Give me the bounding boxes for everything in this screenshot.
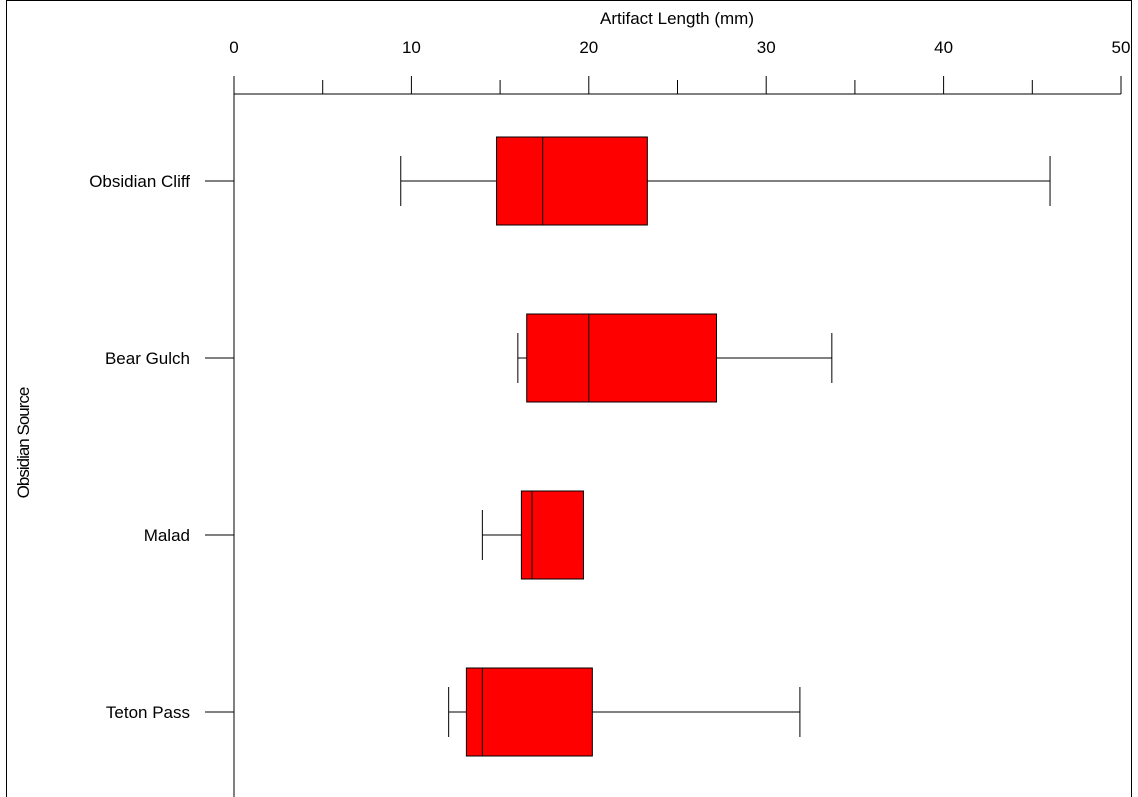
iqr-box [526,313,718,403]
x-tick-label: 50 [1112,38,1131,57]
box-group [481,490,584,580]
iqr-box [465,667,593,757]
y-category-label: Teton Pass [106,703,190,722]
iqr-box [496,136,648,226]
x-tick-label: 0 [229,38,238,57]
chart-frame [6,0,1132,797]
y-category-label: Bear Gulch [105,349,190,368]
y-category-label: Obsidian Cliff [89,172,190,191]
y-category-label: Malad [144,526,190,545]
x-tick-label: 20 [579,38,598,57]
x-tick-label: 10 [402,38,421,57]
x-tick-label: 40 [934,38,953,57]
x-axis-title: Artifact Length (mm) [600,9,754,28]
y-axis-title: Obsidian Source [14,387,33,498]
x-tick-label: 30 [757,38,776,57]
box-group [517,313,833,403]
box-group [448,667,801,757]
iqr-box [520,490,584,580]
box-group [400,136,1051,226]
